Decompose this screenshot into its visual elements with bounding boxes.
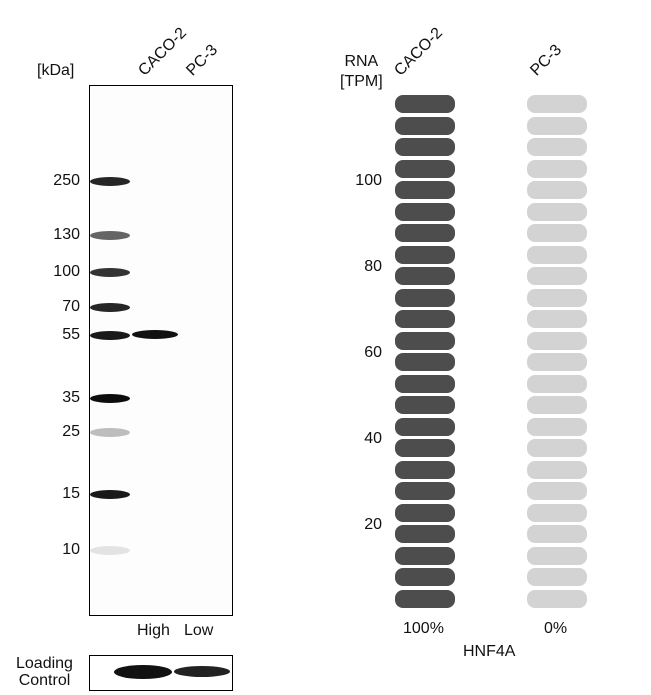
rna-bar-segment-caco-2 bbox=[395, 267, 455, 285]
loading-control-blot bbox=[89, 655, 233, 691]
rna-axis-label: RNA [TPM] bbox=[340, 52, 383, 92]
loading-word: Loading bbox=[16, 655, 73, 672]
marker-label-70: 70 bbox=[62, 298, 80, 315]
rna-bar-segment-caco-2 bbox=[395, 245, 455, 264]
ladder-band-130 bbox=[90, 231, 130, 240]
ladder-band-10 bbox=[90, 546, 130, 555]
rna-word: RNA bbox=[344, 53, 379, 70]
loading-band-caco2 bbox=[114, 665, 172, 679]
gene-name: HNF4A bbox=[463, 643, 516, 660]
value-label-pc3: 0% bbox=[544, 620, 568, 637]
y-tick-60: 60 bbox=[364, 344, 382, 361]
marker-label-15: 15 bbox=[62, 485, 80, 502]
rna-bar-segment-pc-3 bbox=[527, 181, 587, 199]
ladder-band-55 bbox=[90, 331, 130, 340]
ladder-band-250 bbox=[90, 177, 130, 186]
rna-bar-segment-caco-2 bbox=[395, 288, 455, 307]
rna-bar-segment-pc-3 bbox=[527, 116, 587, 135]
rna-bar-segment-caco-2 bbox=[395, 439, 455, 457]
marker-label-130: 130 bbox=[53, 226, 80, 243]
rna-bar-segment-pc-3 bbox=[527, 374, 587, 393]
marker-label-100: 100 bbox=[53, 263, 80, 280]
rna-col-label-pc3: PC-3 bbox=[527, 41, 566, 80]
rna-bar-segment-pc-3 bbox=[527, 525, 587, 543]
y-tick-100: 100 bbox=[355, 172, 382, 189]
rna-bar-segment-caco-2 bbox=[395, 546, 455, 565]
rna-bar-segment-caco-2 bbox=[395, 589, 455, 608]
rna-bar-segment-pc-3 bbox=[527, 503, 587, 522]
rna-bar-segment-pc-3 bbox=[527, 439, 587, 457]
ladder-band-15 bbox=[90, 490, 130, 499]
sample-band-caco2-55kda bbox=[132, 330, 178, 339]
rna-bar-segment-caco-2 bbox=[395, 159, 455, 178]
rna-bar-segment-pc-3 bbox=[527, 267, 587, 285]
rna-bar-segment-pc-3 bbox=[527, 95, 587, 113]
rna-bar-segment-pc-3 bbox=[527, 202, 587, 221]
rna-bar-segment-pc-3 bbox=[527, 546, 587, 565]
level-low: Low bbox=[184, 622, 214, 639]
y-tick-20: 20 bbox=[364, 516, 382, 533]
rna-bar-segment-caco-2 bbox=[395, 374, 455, 393]
rna-bar-segment-caco-2 bbox=[395, 138, 455, 156]
rna-bar-segment-pc-3 bbox=[527, 138, 587, 156]
rna-bar-segment-pc-3 bbox=[527, 353, 587, 371]
tpm-word: [TPM] bbox=[340, 73, 383, 90]
rna-bar-segment-caco-2 bbox=[395, 503, 455, 522]
rna-bar-segment-caco-2 bbox=[395, 482, 455, 500]
marker-label-25: 25 bbox=[62, 423, 80, 440]
rna-bar-segment-pc-3 bbox=[527, 310, 587, 328]
rna-bar-segment-caco-2 bbox=[395, 568, 455, 586]
rna-bar-segment-caco-2 bbox=[395, 224, 455, 242]
marker-label-10: 10 bbox=[62, 541, 80, 558]
western-blot bbox=[89, 85, 233, 616]
rna-bar-segment-pc-3 bbox=[527, 224, 587, 242]
rna-bar-segment-caco-2 bbox=[395, 116, 455, 135]
marker-label-250: 250 bbox=[53, 172, 80, 189]
lane-label-pc3: PC-3 bbox=[183, 41, 222, 80]
loading-band-pc3 bbox=[174, 666, 230, 677]
ladder-band-25 bbox=[90, 428, 130, 437]
rna-bar-segment-pc-3 bbox=[527, 396, 587, 414]
rna-bar-segment-caco-2 bbox=[395, 331, 455, 350]
ladder-band-100 bbox=[90, 268, 130, 277]
ladder-band-35 bbox=[90, 394, 130, 403]
y-tick-40: 40 bbox=[364, 430, 382, 447]
rna-bar-segment-caco-2 bbox=[395, 202, 455, 221]
rna-bar-segment-pc-3 bbox=[527, 589, 587, 608]
loading-control-label: Loading Control bbox=[16, 655, 73, 689]
rna-bar-segment-caco-2 bbox=[395, 417, 455, 436]
rna-bar-segment-caco-2 bbox=[395, 310, 455, 328]
marker-label-55: 55 bbox=[62, 326, 80, 343]
rna-bar-segment-caco-2 bbox=[395, 460, 455, 479]
value-label-caco2: 100% bbox=[403, 620, 444, 637]
rna-bar-segment-pc-3 bbox=[527, 245, 587, 264]
y-tick-80: 80 bbox=[364, 258, 382, 275]
rna-bar-segment-pc-3 bbox=[527, 568, 587, 586]
rna-bar-segment-caco-2 bbox=[395, 525, 455, 543]
rna-bar-segment-pc-3 bbox=[527, 417, 587, 436]
kda-label: [kDa] bbox=[37, 62, 75, 79]
rna-col-label-caco2: CACO-2 bbox=[391, 24, 447, 80]
marker-label-35: 35 bbox=[62, 389, 80, 406]
rna-bar-segment-caco-2 bbox=[395, 95, 455, 113]
control-word: Control bbox=[18, 672, 71, 689]
lane-label-caco2: CACO-2 bbox=[135, 24, 191, 80]
rna-bar-segment-caco-2 bbox=[395, 396, 455, 414]
rna-bar-segment-caco-2 bbox=[395, 181, 455, 199]
rna-bar-segment-pc-3 bbox=[527, 159, 587, 178]
rna-bar-segment-caco-2 bbox=[395, 353, 455, 371]
rna-bar-segment-pc-3 bbox=[527, 482, 587, 500]
rna-bar-segment-pc-3 bbox=[527, 460, 587, 479]
ladder-band-70 bbox=[90, 303, 130, 312]
rna-bar-segment-pc-3 bbox=[527, 288, 587, 307]
rna-bar-segment-pc-3 bbox=[527, 331, 587, 350]
level-high: High bbox=[137, 622, 170, 639]
